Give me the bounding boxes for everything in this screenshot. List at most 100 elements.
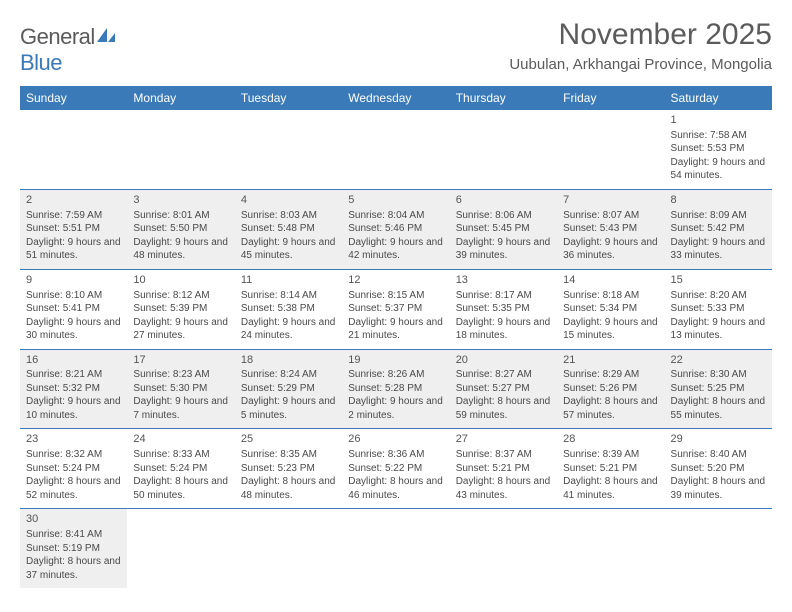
calendar-cell: 23Sunrise: 8:32 AMSunset: 5:24 PMDayligh… [20, 429, 127, 509]
day-number: 3 [133, 193, 228, 208]
sunrise: Sunrise: 8:09 AM [671, 209, 766, 223]
daylight: Daylight: 9 hours and 39 minutes. [456, 236, 551, 263]
day-info: Sunrise: 8:27 AMSunset: 5:27 PMDaylight:… [456, 368, 551, 422]
day-number: 6 [456, 193, 551, 208]
calendar-cell: 17Sunrise: 8:23 AMSunset: 5:30 PMDayligh… [127, 349, 234, 429]
calendar-cell: 14Sunrise: 8:18 AMSunset: 5:34 PMDayligh… [557, 269, 664, 349]
calendar-cell: 16Sunrise: 8:21 AMSunset: 5:32 PMDayligh… [20, 349, 127, 429]
day-number: 12 [348, 273, 443, 288]
calendar-cell: 8Sunrise: 8:09 AMSunset: 5:42 PMDaylight… [665, 189, 772, 269]
calendar-cell [557, 110, 664, 189]
sail-icon [95, 24, 117, 50]
daylight: Daylight: 8 hours and 50 minutes. [133, 475, 228, 502]
sunrise: Sunrise: 8:32 AM [26, 448, 121, 462]
day-number: 9 [26, 273, 121, 288]
calendar-cell [20, 110, 127, 189]
calendar-week: 1Sunrise: 7:58 AMSunset: 5:53 PMDaylight… [20, 110, 772, 189]
sunset: Sunset: 5:50 PM [133, 222, 228, 236]
calendar-cell: 22Sunrise: 8:30 AMSunset: 5:25 PMDayligh… [665, 349, 772, 429]
calendar-cell: 21Sunrise: 8:29 AMSunset: 5:26 PMDayligh… [557, 349, 664, 429]
sunrise: Sunrise: 8:27 AM [456, 368, 551, 382]
day-info: Sunrise: 8:35 AMSunset: 5:23 PMDaylight:… [241, 448, 336, 502]
daylight: Daylight: 9 hours and 18 minutes. [456, 316, 551, 343]
sunset: Sunset: 5:22 PM [348, 462, 443, 476]
day-info: Sunrise: 8:37 AMSunset: 5:21 PMDaylight:… [456, 448, 551, 502]
day-number: 13 [456, 273, 551, 288]
day-info: Sunrise: 8:04 AMSunset: 5:46 PMDaylight:… [348, 209, 443, 263]
day-number: 16 [26, 353, 121, 368]
daylight: Daylight: 9 hours and 13 minutes. [671, 316, 766, 343]
sunset: Sunset: 5:32 PM [26, 382, 121, 396]
day-info: Sunrise: 8:39 AMSunset: 5:21 PMDaylight:… [563, 448, 658, 502]
calendar-cell: 30Sunrise: 8:41 AMSunset: 5:19 PMDayligh… [20, 509, 127, 588]
day-info: Sunrise: 8:33 AMSunset: 5:24 PMDaylight:… [133, 448, 228, 502]
daylight: Daylight: 9 hours and 21 minutes. [348, 316, 443, 343]
sunrise: Sunrise: 8:36 AM [348, 448, 443, 462]
calendar-cell [450, 509, 557, 588]
sunrise: Sunrise: 8:14 AM [241, 289, 336, 303]
sunrise: Sunrise: 8:37 AM [456, 448, 551, 462]
daylight: Daylight: 9 hours and 7 minutes. [133, 395, 228, 422]
calendar-cell: 26Sunrise: 8:36 AMSunset: 5:22 PMDayligh… [342, 429, 449, 509]
daylight: Daylight: 8 hours and 48 minutes. [241, 475, 336, 502]
day-number: 30 [26, 512, 121, 527]
calendar-week: 2Sunrise: 7:59 AMSunset: 5:51 PMDaylight… [20, 189, 772, 269]
day-info: Sunrise: 8:07 AMSunset: 5:43 PMDaylight:… [563, 209, 658, 263]
month-title: November 2025 [509, 18, 772, 52]
calendar-cell [557, 509, 664, 588]
day-number: 24 [133, 432, 228, 447]
sunrise: Sunrise: 8:30 AM [671, 368, 766, 382]
sunset: Sunset: 5:51 PM [26, 222, 121, 236]
sunrise: Sunrise: 8:18 AM [563, 289, 658, 303]
sunset: Sunset: 5:29 PM [241, 382, 336, 396]
calendar-cell: 5Sunrise: 8:04 AMSunset: 5:46 PMDaylight… [342, 189, 449, 269]
calendar-cell: 29Sunrise: 8:40 AMSunset: 5:20 PMDayligh… [665, 429, 772, 509]
day-info: Sunrise: 7:59 AMSunset: 5:51 PMDaylight:… [26, 209, 121, 263]
calendar-cell: 13Sunrise: 8:17 AMSunset: 5:35 PMDayligh… [450, 269, 557, 349]
day-info: Sunrise: 8:20 AMSunset: 5:33 PMDaylight:… [671, 289, 766, 343]
sunrise: Sunrise: 8:35 AM [241, 448, 336, 462]
calendar-cell: 18Sunrise: 8:24 AMSunset: 5:29 PMDayligh… [235, 349, 342, 429]
day-info: Sunrise: 8:29 AMSunset: 5:26 PMDaylight:… [563, 368, 658, 422]
calendar-week: 30Sunrise: 8:41 AMSunset: 5:19 PMDayligh… [20, 509, 772, 588]
calendar-cell: 1Sunrise: 7:58 AMSunset: 5:53 PMDaylight… [665, 110, 772, 189]
day-number: 15 [671, 273, 766, 288]
calendar-cell [235, 509, 342, 588]
sunrise: Sunrise: 8:39 AM [563, 448, 658, 462]
calendar-cell: 2Sunrise: 7:59 AMSunset: 5:51 PMDaylight… [20, 189, 127, 269]
day-number: 20 [456, 353, 551, 368]
sunrise: Sunrise: 8:33 AM [133, 448, 228, 462]
day-info: Sunrise: 8:40 AMSunset: 5:20 PMDaylight:… [671, 448, 766, 502]
sunrise: Sunrise: 8:20 AM [671, 289, 766, 303]
sunset: Sunset: 5:26 PM [563, 382, 658, 396]
day-number: 25 [241, 432, 336, 447]
logo-text-1: General [20, 24, 95, 49]
daylight: Daylight: 9 hours and 27 minutes. [133, 316, 228, 343]
day-info: Sunrise: 8:23 AMSunset: 5:30 PMDaylight:… [133, 368, 228, 422]
calendar-cell [342, 110, 449, 189]
sunrise: Sunrise: 7:59 AM [26, 209, 121, 223]
calendar-cell [665, 509, 772, 588]
calendar-cell [342, 509, 449, 588]
sunrise: Sunrise: 8:24 AM [241, 368, 336, 382]
sunset: Sunset: 5:48 PM [241, 222, 336, 236]
sunset: Sunset: 5:23 PM [241, 462, 336, 476]
sunset: Sunset: 5:43 PM [563, 222, 658, 236]
calendar-cell: 27Sunrise: 8:37 AMSunset: 5:21 PMDayligh… [450, 429, 557, 509]
daylight: Daylight: 8 hours and 37 minutes. [26, 555, 121, 582]
daylight: Daylight: 9 hours and 10 minutes. [26, 395, 121, 422]
sunset: Sunset: 5:24 PM [26, 462, 121, 476]
calendar-cell: 7Sunrise: 8:07 AMSunset: 5:43 PMDaylight… [557, 189, 664, 269]
day-number: 22 [671, 353, 766, 368]
logo-text: GeneralBlue [20, 24, 117, 76]
logo-text-2: Blue [20, 50, 62, 75]
sunset: Sunset: 5:42 PM [671, 222, 766, 236]
daylight: Daylight: 8 hours and 57 minutes. [563, 395, 658, 422]
calendar-cell [235, 110, 342, 189]
sunset: Sunset: 5:25 PM [671, 382, 766, 396]
calendar-cell: 12Sunrise: 8:15 AMSunset: 5:37 PMDayligh… [342, 269, 449, 349]
day-header: Monday [127, 86, 234, 110]
day-number: 17 [133, 353, 228, 368]
calendar-cell [450, 110, 557, 189]
day-number: 5 [348, 193, 443, 208]
